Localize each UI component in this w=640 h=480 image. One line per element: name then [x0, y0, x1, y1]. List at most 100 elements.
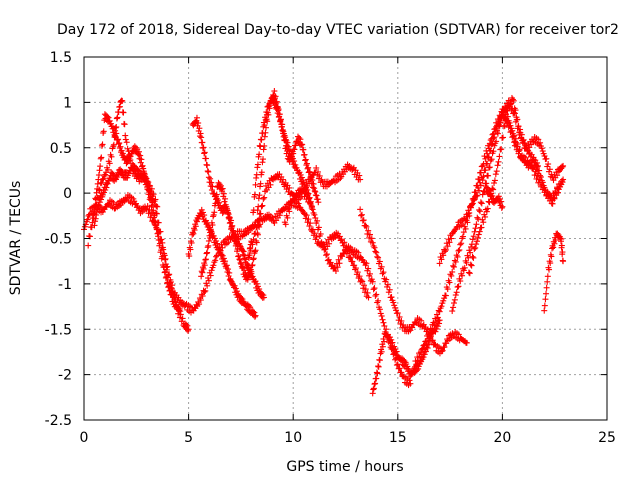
data-point [515, 123, 522, 130]
data-point [303, 212, 310, 219]
data-point [85, 242, 92, 249]
data-point [361, 289, 368, 296]
data-point [466, 270, 473, 277]
data-point [97, 163, 104, 170]
data-point [251, 313, 258, 320]
data-point [311, 185, 318, 192]
data-point [361, 282, 368, 289]
data-point [401, 358, 408, 365]
data-point [219, 252, 226, 259]
data-point [251, 230, 258, 237]
data-point [492, 171, 499, 178]
data-point [477, 169, 484, 176]
data-point [504, 107, 511, 114]
data-point [161, 250, 168, 257]
data-point [113, 115, 120, 122]
data-point [398, 369, 405, 376]
data-point [252, 312, 259, 319]
data-point [341, 239, 348, 246]
data-point [491, 134, 498, 141]
data-point [122, 136, 129, 143]
data-point [453, 289, 460, 296]
data-point [372, 248, 379, 255]
data-point [231, 282, 238, 289]
data-point [433, 311, 440, 318]
data-point [286, 208, 293, 215]
data-point [367, 270, 374, 277]
data-point [274, 105, 281, 112]
data-point [311, 211, 318, 218]
data-point [108, 153, 115, 160]
data-point [534, 159, 541, 166]
data-point [552, 237, 559, 244]
data-point [257, 180, 264, 187]
data-point [534, 162, 541, 169]
data-point [196, 125, 203, 132]
data-point [196, 301, 203, 308]
data-point [476, 208, 483, 215]
data-point [359, 278, 366, 285]
data-point [269, 214, 276, 221]
data-point [494, 130, 501, 137]
data-point [558, 242, 565, 249]
data-point [280, 176, 287, 183]
series-satellite-track-t [541, 230, 567, 314]
data-point [226, 220, 233, 227]
data-point [546, 266, 553, 273]
data-point [257, 183, 264, 190]
data-point [150, 207, 157, 214]
data-point [309, 206, 316, 213]
data-point [459, 233, 466, 240]
data-point [191, 227, 198, 234]
data-point [472, 225, 479, 232]
data-point [444, 286, 451, 293]
data-point [306, 195, 313, 202]
data-point [465, 254, 472, 261]
data-point [509, 134, 516, 141]
data-point [253, 174, 260, 181]
data-point [478, 224, 485, 231]
data-point [177, 308, 184, 315]
data-point [376, 306, 383, 313]
data-point [335, 256, 342, 263]
data-point [259, 159, 266, 166]
data-point [135, 167, 142, 174]
data-point [457, 241, 464, 248]
data-point [496, 153, 503, 160]
data-point [159, 239, 166, 246]
data-point [352, 265, 359, 272]
data-point [198, 206, 205, 213]
data-point [210, 211, 217, 218]
data-point [378, 263, 385, 270]
data-point [373, 249, 380, 256]
x-tick-label: 15 [389, 430, 407, 446]
data-point [254, 161, 261, 168]
data-point [512, 107, 519, 114]
data-point [466, 209, 473, 216]
data-point [93, 208, 100, 215]
data-point [251, 248, 258, 255]
data-point [216, 199, 223, 206]
data-point [186, 253, 193, 260]
data-point [421, 341, 428, 348]
data-point [222, 258, 229, 265]
data-point [225, 266, 232, 273]
data-point [411, 365, 418, 372]
data-point [323, 252, 330, 259]
data-point [142, 175, 149, 182]
data-point [238, 294, 245, 301]
data-point [452, 292, 459, 299]
data-point [245, 302, 252, 309]
data-point [457, 278, 464, 285]
data-point [305, 216, 312, 223]
data-point [155, 236, 162, 243]
data-point [373, 291, 380, 298]
data-point [95, 172, 102, 179]
data-point [100, 128, 107, 135]
data-point [499, 203, 506, 210]
data-point [315, 199, 322, 206]
data-point [448, 272, 455, 279]
data-point [452, 258, 459, 265]
y-tick-label: -0.5 [45, 232, 72, 248]
data-point [407, 380, 414, 387]
